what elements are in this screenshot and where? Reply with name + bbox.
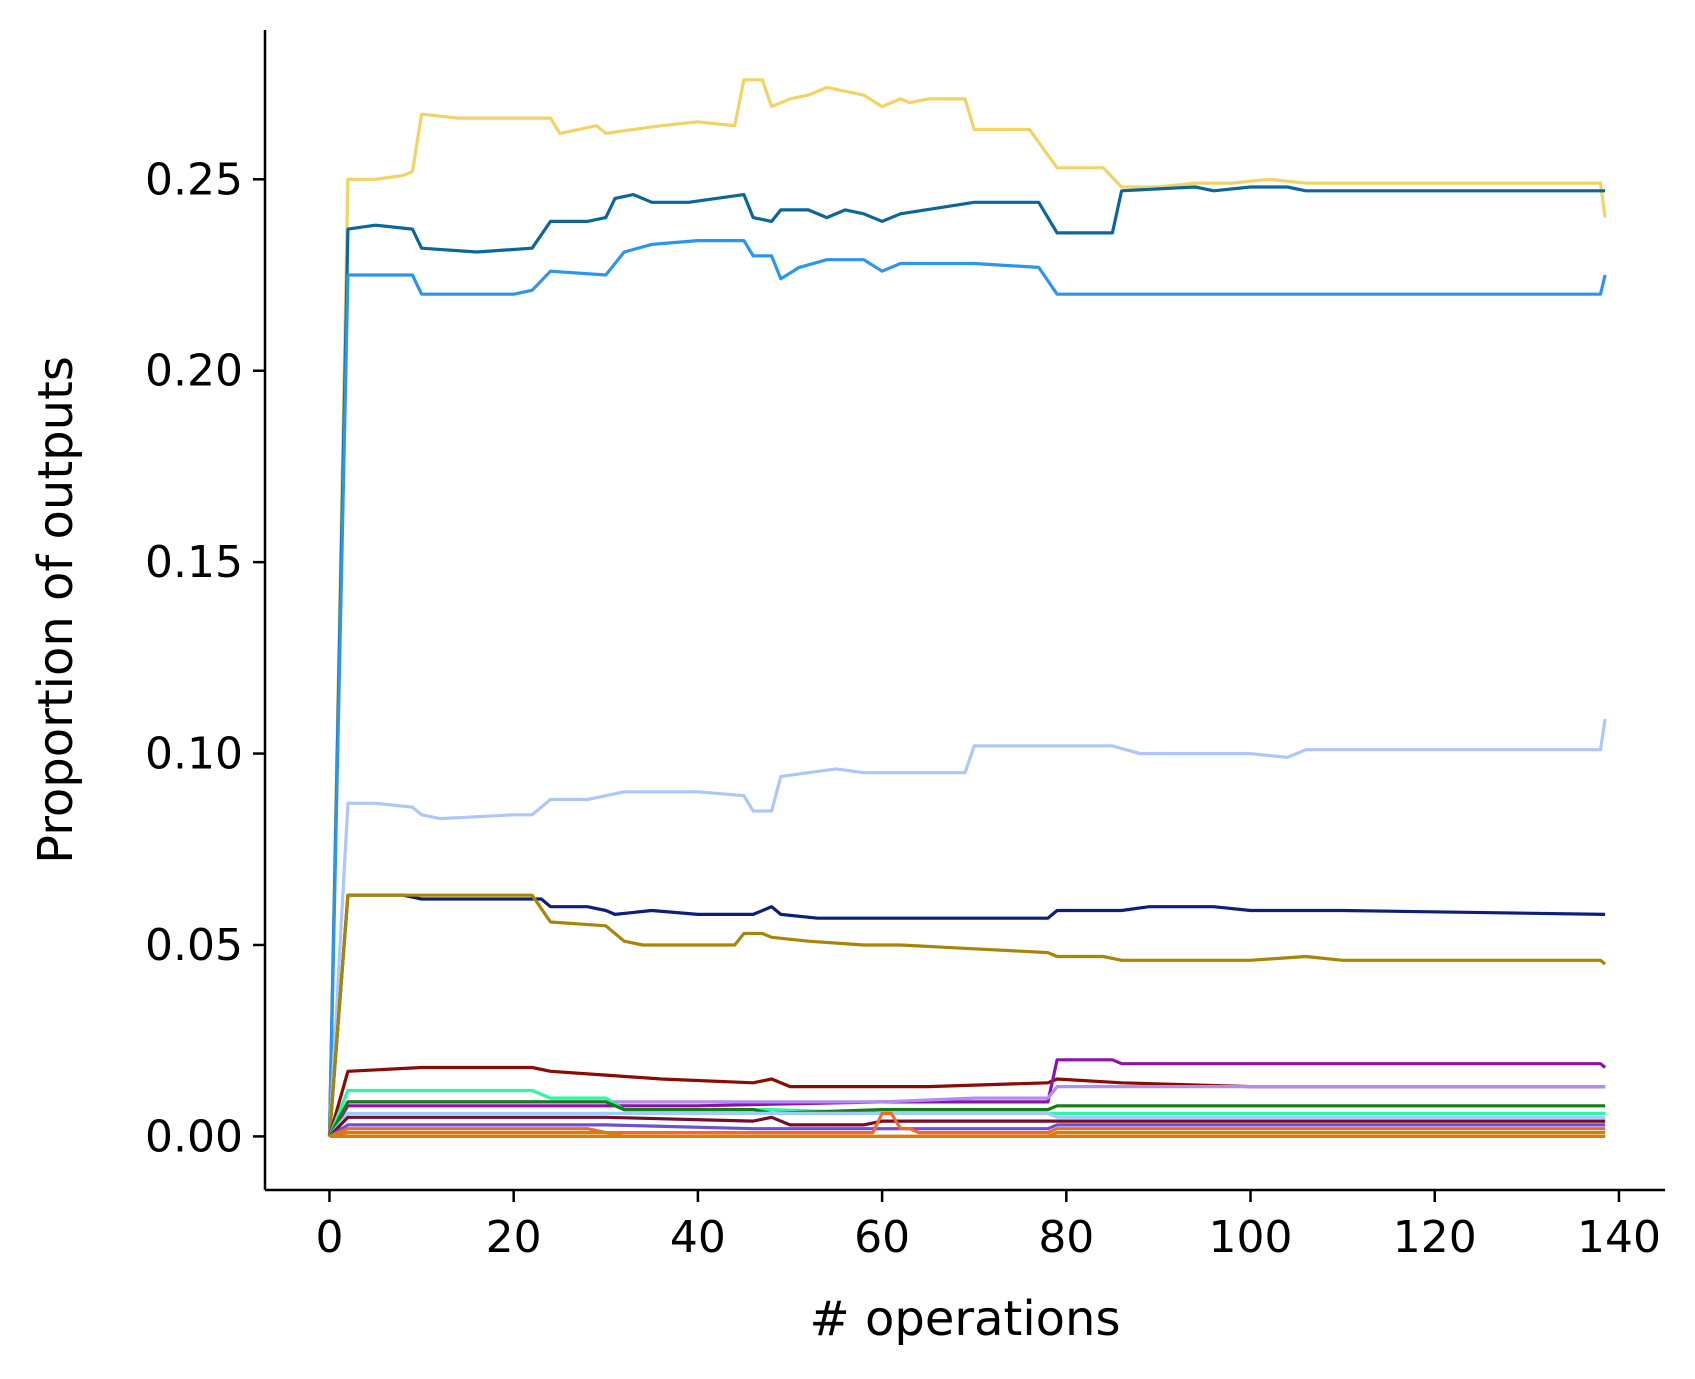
series-line-6: [327, 893, 1607, 1137]
x-tick-label: 80: [1038, 1212, 1094, 1263]
x-tick-label: 120: [1393, 1212, 1477, 1263]
y-tick-label: 0.25: [145, 154, 243, 205]
y-tick-label: 0.15: [145, 537, 243, 588]
x-axis-title: # operations: [810, 1291, 1121, 1347]
x-tick-label: 40: [670, 1212, 726, 1263]
series-line-4: [327, 718, 1607, 1137]
series-line-8: [328, 1058, 1607, 1138]
y-tick-label: 0.10: [145, 729, 243, 780]
axes-group: [263, 30, 1665, 1192]
series-line-11: [328, 1100, 1606, 1138]
x-ticks: 0 20 40 60 80 100 120 140: [315, 1190, 1661, 1263]
series-line-3: [327, 239, 1607, 1137]
y-tick-label: 0.05: [145, 920, 243, 971]
x-tick-label: 60: [854, 1212, 910, 1263]
x-tick-label: 140: [1577, 1212, 1661, 1263]
y-tick-label: 0.20: [145, 346, 243, 397]
x-tick-label: 100: [1209, 1212, 1293, 1263]
y-ticks: 0.00 0.05 0.10 0.15 0.20 0.25: [145, 154, 265, 1162]
series-group: [327, 78, 1607, 1139]
y-tick-label: 0.00: [145, 1111, 243, 1162]
x-tick-label: 20: [486, 1212, 542, 1263]
series-line-5: [327, 893, 1606, 1137]
series-line-14: [328, 1123, 1606, 1138]
series-line-15: [328, 1111, 1606, 1138]
y-axis-title: Proportion of outputs: [28, 356, 84, 864]
series-line-13: [328, 1115, 1606, 1138]
series-line-2: [327, 185, 1606, 1137]
x-tick-label: 0: [315, 1212, 343, 1263]
series-line-1: [327, 78, 1607, 1137]
series-line-7: [327, 1065, 1606, 1137]
